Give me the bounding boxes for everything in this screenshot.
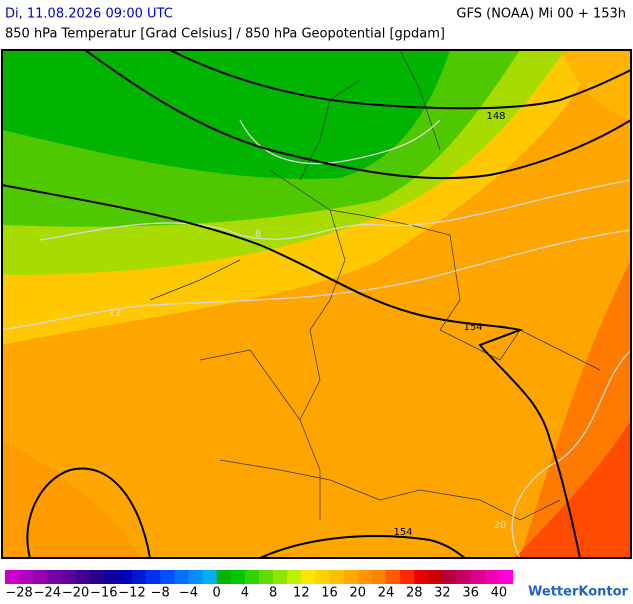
colorbar-label: −24: [34, 586, 61, 601]
colorbar-swatch: [188, 570, 203, 584]
country-border: [149, 50, 601, 521]
colorbar-swatch: [47, 570, 62, 584]
colorbar-swatch: [33, 570, 48, 584]
colorbar-label: 32: [434, 586, 451, 601]
colorbar-swatch: [160, 570, 175, 584]
colorbar-swatch: [103, 570, 119, 584]
temp-field: [2, 50, 450, 179]
colorbar-label: −16: [90, 586, 117, 601]
colorbar-swatch: [343, 570, 359, 584]
subtitle: 850 hPa Temperatur [Grad Celsius] / 850 …: [5, 27, 445, 42]
colorbar-swatch: [329, 570, 344, 584]
colorbar-swatch: [19, 570, 34, 584]
colorbar-label: 24: [378, 586, 395, 601]
colorbar-swatch: [202, 570, 217, 584]
colorbar-swatch: [484, 570, 500, 584]
model-run: GFS (NOAA) Mi 00 + 153h: [456, 7, 626, 22]
datetime: Di, 11.08.2026 09:00 UTC: [5, 7, 173, 22]
colorbar-swatch: [244, 570, 260, 584]
colorbar-label: 20: [350, 586, 367, 601]
colorbar-label: −20: [62, 586, 89, 601]
colorbar-label: 0: [213, 586, 221, 601]
isohypse-label: 154: [393, 527, 412, 538]
temp-field: [2, 440, 140, 558]
colorbar-label: −8: [151, 586, 170, 601]
colorbar-swatch: [132, 570, 147, 584]
colorbar-swatch: [498, 570, 514, 584]
colorbar-swatch: [456, 570, 471, 584]
colorbar-label: 8: [269, 586, 277, 601]
isotherm: [39, 179, 631, 241]
colorbar-label: 40: [491, 586, 508, 601]
colorbar-swatch: [273, 570, 288, 584]
colorbar-label: 12: [293, 586, 310, 601]
isohypse: [259, 535, 466, 558]
colorbar-swatch: [315, 570, 330, 584]
isohypse: [169, 50, 631, 110]
isotherm-label: 8: [255, 229, 261, 240]
colorbar-swatch: [371, 570, 387, 584]
colorbar-swatch: [216, 570, 232, 584]
colorbar-swatch: [301, 570, 316, 584]
colorbar-swatch: [174, 570, 189, 584]
colorbar-swatch: [5, 570, 20, 584]
temp-field: [515, 420, 631, 558]
map: 148 154 154 8 12 20: [1, 49, 632, 559]
colorbar-swatch: [146, 570, 161, 584]
logo: WetterKontor: [528, 585, 629, 600]
isotherm: [2, 229, 631, 331]
colorbar-swatch: [230, 570, 246, 584]
isotherm: [511, 349, 631, 558]
colorbar-swatch: [75, 570, 90, 584]
colorbar-swatch: [442, 570, 457, 584]
isohypse: [26, 467, 151, 558]
colorbar-swatch: [357, 570, 373, 584]
colorbar-label: −4: [179, 586, 198, 601]
colorbar-swatch: [287, 570, 302, 584]
colorbar-swatch: [386, 570, 401, 584]
colorbar-swatch: [400, 570, 415, 584]
colorbar-swatch: [89, 570, 105, 584]
colorbar-swatch: [470, 570, 486, 584]
isohypse: [84, 50, 631, 180]
colorbar-swatch: [117, 570, 133, 584]
map-frame: [1, 49, 632, 559]
colorbar-label: 16: [321, 586, 338, 601]
colorbar-swatch: [61, 570, 76, 584]
colorbar-label: 4: [241, 586, 249, 601]
temp-field: [560, 50, 631, 120]
colorbar: −28 −24 −20 −16 −12 −8 −4 0 4 8 12 16 20 24 28 32 36 40: [5, 570, 514, 601]
isotherm-label: 20: [494, 520, 507, 531]
colorbar-label: −28: [5, 586, 32, 601]
colorbar-swatch: [414, 570, 429, 584]
colorbar-swatch: [428, 570, 443, 584]
isohypse: [2, 184, 581, 558]
isohypse-label: 154: [463, 322, 482, 333]
colorbar-swatch: [259, 570, 274, 584]
colorbar-label: −12: [118, 586, 145, 601]
isohypse-label: 148: [486, 111, 505, 122]
colorbar-label: 28: [406, 586, 423, 601]
colorbar-label: 36: [462, 586, 479, 601]
isotherm-label: 12: [109, 308, 122, 319]
